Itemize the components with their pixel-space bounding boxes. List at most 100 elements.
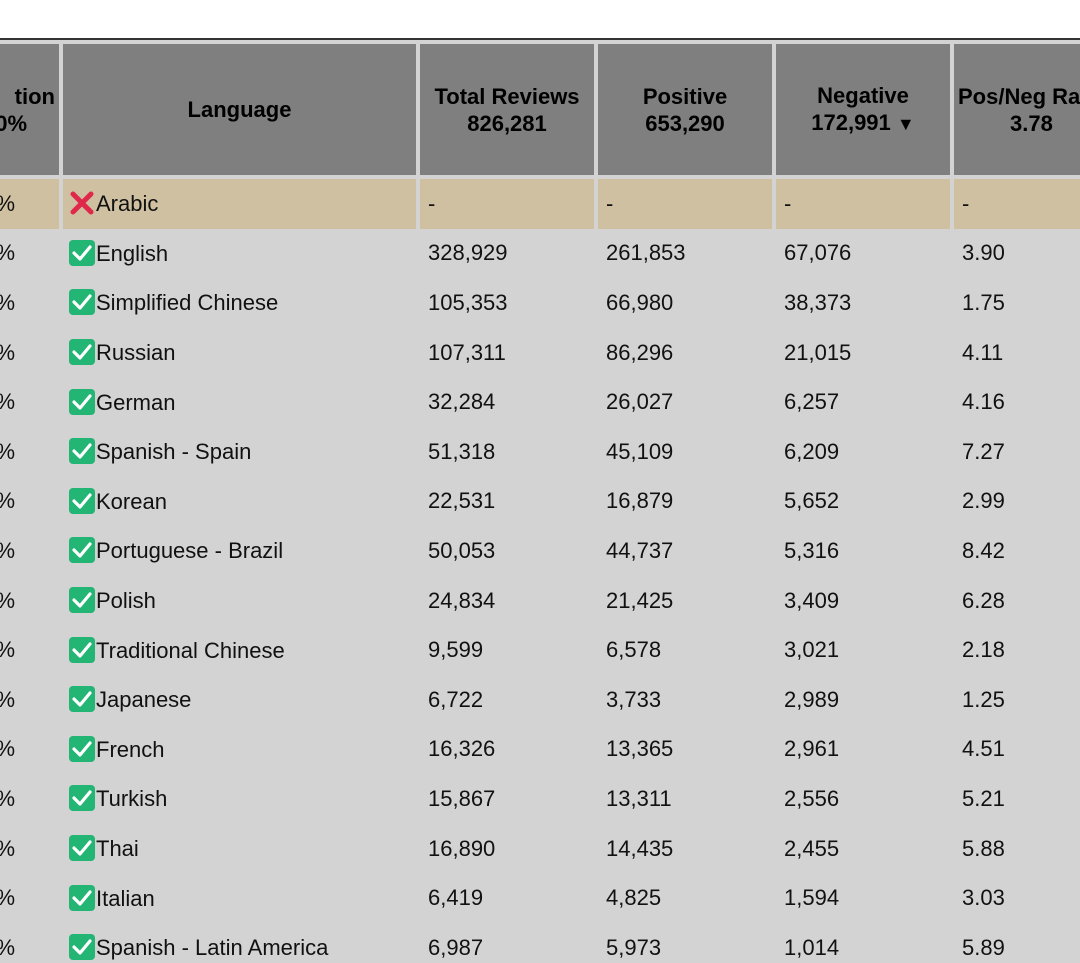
- cell-language-text: French: [96, 736, 165, 762]
- table-row[interactable]: % Simplified Chinese 105,353 66,980 38,3…: [0, 278, 1080, 328]
- cell-percent: %: [0, 526, 59, 576]
- cell-ratio-text: 5.89: [962, 934, 1005, 960]
- cell-percent: %: [0, 477, 59, 527]
- cell-positive-text: 3,733: [606, 686, 662, 712]
- cell-total-text: 328,929: [428, 240, 508, 266]
- column-header-negative[interactable]: Negative 172,991 ▼: [776, 40, 950, 175]
- language-reviews-table-container[interactable]: tion 0% Language Total Reviews 826,281 P…: [0, 40, 1080, 963]
- cell-percent-text: %: [0, 687, 15, 712]
- cell-percent-text: %: [0, 736, 15, 761]
- cell-language-text: Traditional Chinese: [96, 637, 285, 663]
- column-header-language[interactable]: Language: [63, 40, 416, 175]
- cell-total-text: 51,318: [428, 438, 496, 464]
- cell-total-text: 24,834: [428, 587, 496, 613]
- cell-total-text: 15,867: [428, 785, 496, 811]
- cell-positive: 6,578: [598, 625, 772, 675]
- cell-total-reviews: 107,311: [420, 328, 594, 378]
- table-row[interactable]: % Thai 16,890 14,435 2,455 5.88: [0, 824, 1080, 874]
- cell-percent: %: [0, 625, 59, 675]
- cell-ratio-text: 6.28: [962, 587, 1005, 613]
- cell-language-text: Arabic: [96, 191, 159, 217]
- column-header-percent[interactable]: tion 0%: [0, 40, 59, 175]
- check-icon: [69, 934, 95, 961]
- check-icon: [69, 239, 95, 266]
- cell-total-reviews: 16,326: [420, 725, 594, 775]
- table-row[interactable]: % Traditional Chinese 9,599 6,578 3,021 …: [0, 625, 1080, 675]
- cell-ratio: 2.99: [954, 477, 1080, 527]
- cell-ratio-text: 7.27: [962, 438, 1005, 464]
- column-header-ratio-label: Pos/Neg Ra: [958, 83, 1080, 109]
- table-row[interactable]: % Polish 24,834 21,425 3,409 6.28: [0, 576, 1080, 626]
- column-header-ratio[interactable]: Pos/Neg Ra 3.78: [954, 40, 1080, 175]
- cell-negative: 1,594: [776, 873, 950, 923]
- cell-ratio: 6.28: [954, 576, 1080, 626]
- cell-negative-text: 3,021: [784, 637, 840, 663]
- cell-ratio: 4.16: [954, 377, 1080, 427]
- cell-percent: %: [0, 675, 59, 725]
- table-row[interactable]: % French 16,326 13,365 2,961 4.51: [0, 725, 1080, 775]
- cell-total-text: 16,890: [428, 835, 496, 861]
- table-row[interactable]: % Turkish 15,867 13,311 2,556 5.21: [0, 774, 1080, 824]
- table-row[interactable]: % English 328,929 261,853 67,076 3.90: [0, 229, 1080, 279]
- table-row[interactable]: % Spanish - Spain 51,318 45,109 6,209 7.…: [0, 427, 1080, 477]
- cell-language-text: Turkish: [96, 786, 168, 812]
- cell-positive-text: 13,365: [606, 736, 674, 762]
- cell-ratio-text: -: [962, 190, 970, 216]
- table-row[interactable]: % German 32,284 26,027 6,257 4.16: [0, 377, 1080, 427]
- top-bar: [0, 0, 1080, 40]
- cell-negative: 3,409: [776, 576, 950, 626]
- cell-negative: 5,652: [776, 477, 950, 527]
- table-header-row: tion 0% Language Total Reviews 826,281 P…: [0, 40, 1080, 175]
- table-row[interactable]: % Russian 107,311 86,296 21,015 4.11: [0, 328, 1080, 378]
- language-reviews-table: tion 0% Language Total Reviews 826,281 P…: [0, 40, 1080, 963]
- column-header-positive[interactable]: Positive 653,290: [598, 40, 772, 175]
- column-header-total-reviews[interactable]: Total Reviews 826,281: [420, 40, 594, 175]
- cell-positive-text: 16,879: [606, 488, 674, 514]
- cell-positive-text: 21,425: [606, 587, 674, 613]
- table-row[interactable]: % Japanese 6,722 3,733 2,989 1.25: [0, 675, 1080, 725]
- cell-positive: 26,027: [598, 377, 772, 427]
- cell-total-text: 6,722: [428, 686, 484, 712]
- cell-percent: %: [0, 328, 59, 378]
- check-icon: [69, 537, 95, 564]
- cell-ratio-text: 2.18: [962, 637, 1005, 663]
- cell-language: Traditional Chinese: [63, 625, 416, 675]
- cell-language-text: Spanish - Latin America: [96, 935, 329, 961]
- table-row[interactable]: % Arabic - - - -: [0, 179, 1080, 229]
- check-icon: [69, 884, 95, 911]
- cell-ratio-text: 5.88: [962, 835, 1005, 861]
- cell-percent-text: %: [0, 836, 15, 861]
- cell-total-text: 16,326: [428, 736, 496, 762]
- column-header-percent-line2: 0%: [0, 110, 27, 136]
- cell-language: Korean: [63, 477, 416, 527]
- table-row[interactable]: % Portuguese - Brazil 50,053 44,737 5,31…: [0, 526, 1080, 576]
- check-icon: [69, 785, 95, 812]
- table-row[interactable]: % Italian 6,419 4,825 1,594 3.03: [0, 873, 1080, 923]
- cell-ratio-text: 4.51: [962, 736, 1005, 762]
- column-header-positive-value: 653,290: [645, 110, 725, 136]
- cell-ratio: 7.27: [954, 427, 1080, 477]
- cell-total-reviews: 51,318: [420, 427, 594, 477]
- cell-language-text: German: [96, 389, 176, 415]
- cell-percent-text: %: [0, 290, 15, 315]
- check-icon: [69, 686, 95, 713]
- cell-positive: 261,853: [598, 229, 772, 279]
- cell-percent-text: %: [0, 637, 15, 662]
- cell-negative: 6,257: [776, 377, 950, 427]
- cell-ratio-text: 1.25: [962, 686, 1005, 712]
- table-row[interactable]: % Korean 22,531 16,879 5,652 2.99: [0, 477, 1080, 527]
- column-header-positive-label: Positive: [642, 83, 728, 109]
- cell-percent: %: [0, 427, 59, 477]
- cell-negative-text: 2,989: [784, 686, 840, 712]
- cell-percent: %: [0, 278, 59, 328]
- cell-total-text: 6,419: [428, 885, 484, 911]
- cell-negative: 5,316: [776, 526, 950, 576]
- table-row[interactable]: % Spanish - Latin America 6,987 5,973 1,…: [0, 923, 1080, 963]
- cell-negative: 2,455: [776, 824, 950, 874]
- cell-positive-text: 26,027: [606, 389, 674, 415]
- cell-ratio: 3.03: [954, 873, 1080, 923]
- cell-positive-text: 45,109: [606, 438, 674, 464]
- cell-positive-text: 14,435: [606, 835, 674, 861]
- cell-language-text: Spanish - Spain: [96, 439, 252, 465]
- cell-ratio: 2.18: [954, 625, 1080, 675]
